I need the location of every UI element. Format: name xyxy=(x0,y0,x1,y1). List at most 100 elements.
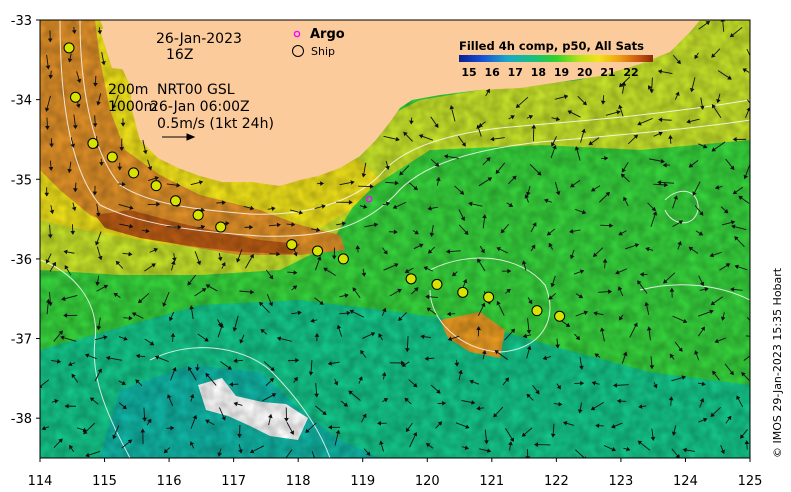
current-vector-head xyxy=(437,421,443,426)
current-vector-head xyxy=(593,311,598,316)
current-vector-head xyxy=(72,125,78,130)
lon-tick-label: 125 xyxy=(738,474,763,489)
current-vector-head xyxy=(702,144,708,149)
current-vector-head xyxy=(669,353,674,359)
current-vector-head xyxy=(331,255,337,260)
current-vector-head xyxy=(486,157,491,162)
current-vector-head xyxy=(725,263,731,268)
current-vector-head xyxy=(481,349,487,355)
current-vector-head xyxy=(526,329,532,335)
current-vector-head xyxy=(664,182,669,188)
current-vector-head xyxy=(558,401,563,407)
plot-frame xyxy=(39,19,751,459)
current-vector-head xyxy=(293,376,298,382)
current-vector-head xyxy=(360,349,365,355)
current-vector-head xyxy=(522,333,528,339)
current-vector-head xyxy=(486,448,492,453)
current-vector-head xyxy=(703,417,708,423)
current-vector-head xyxy=(618,104,623,110)
current-vector-head xyxy=(714,338,719,344)
current-vector-head xyxy=(97,368,102,373)
current-vector-head xyxy=(128,315,133,321)
current-vector-head xyxy=(83,429,88,435)
current-vector-head xyxy=(496,300,501,306)
current-vector-head xyxy=(620,173,626,178)
current-vector-head xyxy=(98,255,103,261)
current-vector-head xyxy=(729,33,735,38)
current-vector-head xyxy=(716,98,721,104)
current-vector-head xyxy=(405,348,410,353)
current-vector-head xyxy=(249,253,254,259)
current-vector-head xyxy=(424,356,429,361)
current-vector-head xyxy=(634,243,640,248)
current-vector-head xyxy=(217,452,222,457)
current-vector-head xyxy=(504,377,510,382)
current-vector-head xyxy=(95,241,100,246)
current-vector-head xyxy=(490,136,495,142)
current-vector-head xyxy=(75,103,81,109)
current-vector-head xyxy=(394,180,399,186)
current-vector-head xyxy=(71,373,76,379)
current-vector-head xyxy=(341,221,347,227)
current-vector-head xyxy=(602,258,608,263)
current-vector-head xyxy=(689,87,695,93)
current-vector-head xyxy=(600,100,606,105)
current-vector-head xyxy=(590,406,596,411)
product-time: 26-Jan 06:00Z xyxy=(150,99,250,115)
ship-station-marker xyxy=(405,273,417,285)
bathymetry-contours xyxy=(40,20,750,458)
current-vector-head xyxy=(727,415,732,421)
current-vector-head xyxy=(435,176,441,182)
current-vector-head xyxy=(45,65,51,70)
current-vector-head xyxy=(217,256,223,262)
current-vector-head xyxy=(227,365,232,370)
current-vector-head xyxy=(382,307,387,313)
vector-scale-label: 0.5m/s (1kt 24h) xyxy=(157,116,274,132)
current-vector-head xyxy=(552,144,557,150)
current-vector-head xyxy=(293,251,298,257)
current-vector-head xyxy=(58,438,63,443)
current-vector-head xyxy=(250,289,255,295)
lat-tick-label: -35 xyxy=(11,173,32,188)
current-vector-head xyxy=(170,332,176,337)
current-vector-head xyxy=(531,124,537,129)
current-vector-head xyxy=(613,382,618,388)
current-vector-head xyxy=(638,404,643,409)
current-vector-head xyxy=(526,345,532,351)
current-vector-head xyxy=(348,199,353,205)
current-vector-head xyxy=(168,316,174,322)
current-vector-head xyxy=(232,327,238,332)
current-vector-head xyxy=(49,143,54,148)
current-vector-head xyxy=(317,256,322,261)
argo-float-marker xyxy=(365,195,373,203)
current-vector-head xyxy=(320,181,325,186)
current-vector-head xyxy=(399,171,404,176)
current-vector-head xyxy=(535,389,540,395)
current-vector-head xyxy=(637,280,642,285)
current-vector-head xyxy=(58,330,63,335)
current-vector-head xyxy=(363,204,368,209)
current-vector-head xyxy=(122,404,127,410)
current-vector-head xyxy=(321,204,326,209)
current-vector-head xyxy=(101,61,106,66)
current-vector-head xyxy=(476,124,481,130)
lat-tick-label: -33 xyxy=(11,14,32,29)
current-vector-head xyxy=(292,285,298,290)
current-vector-head xyxy=(565,322,571,327)
current-vector-head xyxy=(283,457,284,458)
current-vector-head xyxy=(675,91,680,96)
current-vector-head xyxy=(200,224,206,230)
current-vector-head xyxy=(205,372,210,378)
current-vector-head xyxy=(512,175,517,181)
current-vector-head xyxy=(595,423,600,429)
ship-legend-marker xyxy=(292,45,304,57)
current-vector-head xyxy=(225,221,230,226)
current-vector-head xyxy=(189,393,195,399)
current-vector-head xyxy=(508,441,513,446)
current-vector-head xyxy=(45,125,50,130)
current-vector-head xyxy=(51,261,56,267)
current-vector-head xyxy=(555,191,561,196)
current-vector-head xyxy=(343,402,348,407)
current-vector-head xyxy=(129,223,134,229)
current-vector-head xyxy=(370,332,376,337)
